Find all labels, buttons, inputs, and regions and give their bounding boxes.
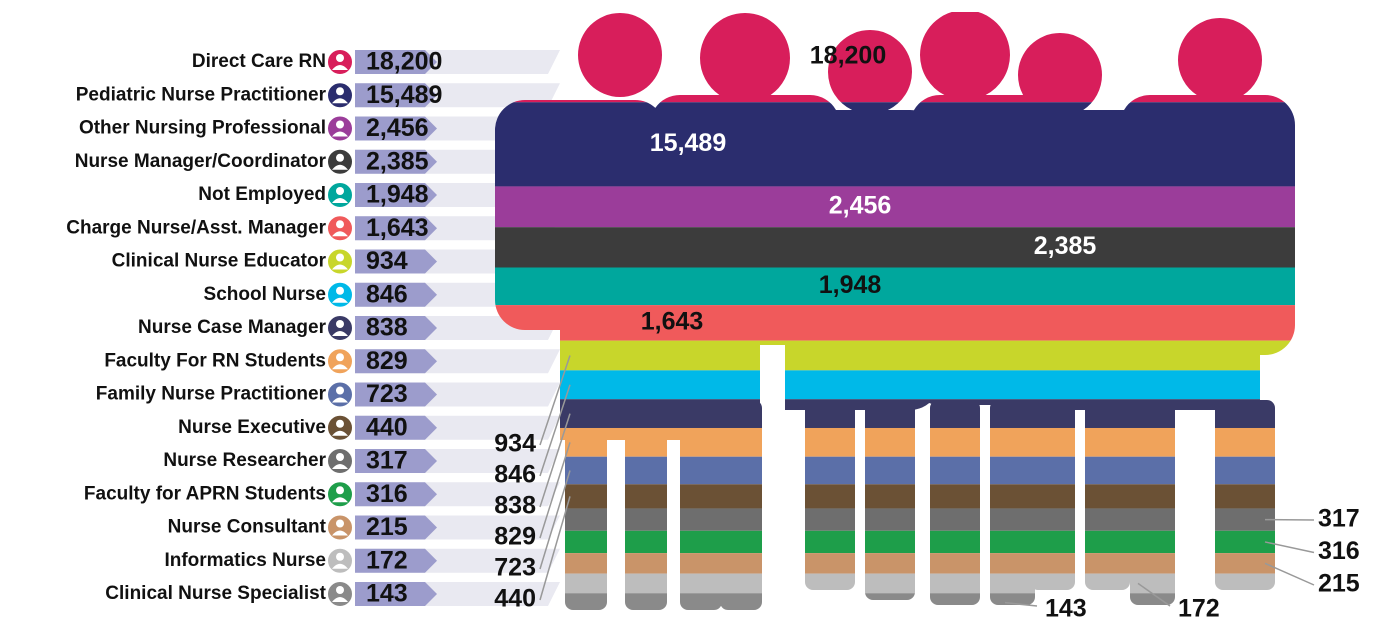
stripe (480, 399, 1310, 428)
category-label: Pediatric Nurse Practitioner (76, 84, 327, 105)
silhouette-value: 846 (494, 461, 536, 489)
icon-head (336, 586, 344, 594)
stripe (480, 428, 1310, 457)
silhouette-value: 838 (494, 492, 536, 520)
stripe (480, 484, 1310, 508)
value-label: 829 (366, 347, 408, 375)
silhouette-value: 143 (1045, 595, 1087, 623)
stripe (480, 508, 1310, 530)
category-label: Charge Nurse/Asst. Manager (66, 217, 326, 238)
icon-head (336, 320, 344, 328)
silhouette-value: 2,456 (829, 191, 892, 219)
category-label: Nurse Case Manager (138, 317, 327, 338)
stripe (480, 305, 1310, 341)
icon-head (336, 187, 344, 195)
stripe (480, 341, 1310, 371)
icon-head (336, 520, 344, 528)
icon-head (336, 121, 344, 129)
silhouette-value: 317 (1318, 505, 1360, 533)
category-label: Clinical Nurse Specialist (105, 583, 326, 604)
category-label: Faculty For RN Students (104, 350, 326, 371)
icon-head (336, 553, 344, 561)
icon-head (336, 453, 344, 461)
category-label: Family Nurse Practitioner (96, 384, 327, 405)
icon-head (336, 486, 344, 494)
value-label: 18,200 (366, 48, 442, 76)
value-label: 15,489 (366, 81, 442, 109)
value-label: 723 (366, 380, 408, 408)
stripe (480, 370, 1310, 399)
icon-head (336, 420, 344, 428)
stripe (480, 102, 1310, 186)
stripe (480, 12, 1310, 102)
silhouette-value: 18,200 (810, 42, 886, 70)
category-label: Not Employed (198, 184, 326, 205)
value-label: 143 (366, 580, 408, 608)
icon-head (336, 254, 344, 262)
silhouette (480, 12, 1310, 612)
value-label: 846 (366, 280, 408, 308)
stripe (480, 186, 1310, 227)
infographic: Direct Care RN 18,200 Pediatric Nurse Prac… (0, 0, 1385, 626)
value-label: 316 (366, 480, 408, 508)
category-label: Nurse Consultant (168, 517, 327, 538)
role-list: Direct Care RN 18,200 Pediatric Nurse Prac… (66, 48, 560, 608)
category-label: Nurse Researcher (163, 450, 326, 471)
value-label: 838 (366, 314, 408, 342)
value-label: 215 (366, 513, 408, 541)
value-label: 2,385 (366, 147, 429, 175)
silhouette-value: 934 (494, 430, 536, 458)
silhouette-value: 15,489 (650, 129, 726, 157)
stripe (480, 574, 1310, 594)
silhouette-value: 2,385 (1034, 232, 1097, 260)
icon-head (336, 287, 344, 295)
silhouette-value: 440 (494, 585, 536, 613)
category-label: Nurse Manager/Coordinator (75, 151, 327, 172)
stripe (480, 457, 1310, 485)
icon-head (336, 54, 344, 62)
category-label: Direct Care RN (192, 51, 326, 72)
silhouette-value: 723 (494, 554, 536, 582)
category-label: Informatics Nurse (164, 550, 326, 571)
silhouette-value: 1,643 (641, 307, 704, 335)
stripe (480, 227, 1310, 267)
icon-head (336, 353, 344, 361)
category-label: Faculty for APRN Students (84, 483, 326, 504)
value-label: 317 (366, 447, 408, 475)
value-label: 172 (366, 546, 408, 574)
category-label: Nurse Executive (178, 417, 326, 438)
stripe (480, 553, 1310, 574)
category-label: School Nurse (204, 284, 326, 305)
icon-head (336, 154, 344, 162)
value-label: 440 (366, 413, 408, 441)
value-label: 1,643 (366, 214, 429, 242)
icon-head (336, 387, 344, 395)
stripe (480, 267, 1310, 305)
value-label: 934 (366, 247, 408, 275)
value-label: 2,456 (366, 114, 429, 142)
silhouette-value: 829 (494, 523, 536, 551)
silhouette-value: 172 (1178, 595, 1220, 623)
stripe (480, 531, 1310, 553)
silhouette-value: 215 (1318, 570, 1360, 598)
icon-head (336, 220, 344, 228)
value-label: 1,948 (366, 181, 429, 209)
silhouette-value: 316 (1318, 537, 1360, 565)
category-label: Clinical Nurse Educator (112, 251, 327, 272)
category-label: Other Nursing Professional (79, 118, 326, 139)
silhouette-value: 1,948 (819, 271, 882, 299)
icon-head (336, 87, 344, 95)
